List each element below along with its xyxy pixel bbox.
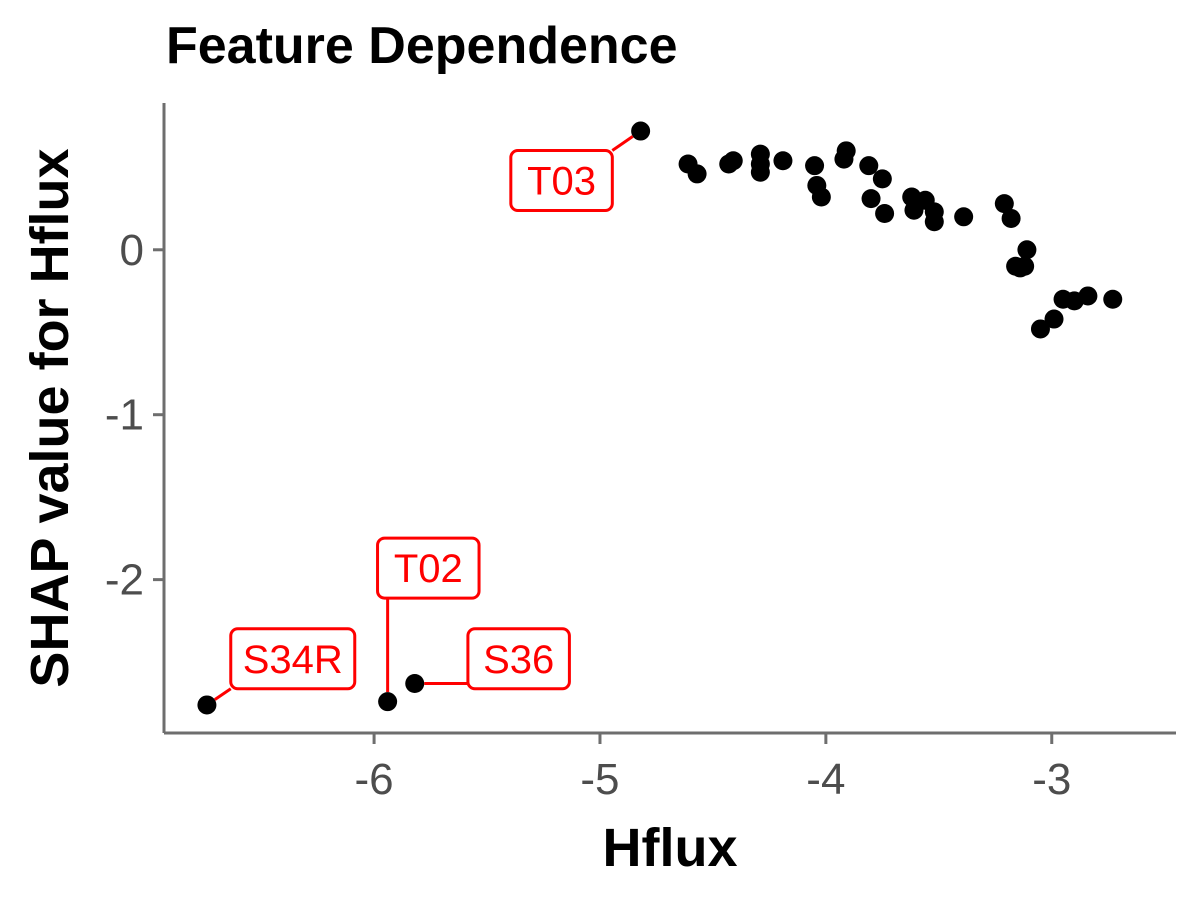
data-point — [1044, 309, 1064, 329]
data-point — [875, 203, 895, 223]
annotation-box — [509, 149, 614, 213]
x-axis-title: Hflux — [603, 818, 738, 878]
x-tick-label: -4 — [806, 755, 845, 804]
data-point — [1017, 240, 1037, 260]
y-ticks: -2 -1 0 — [105, 226, 164, 605]
data-point — [378, 692, 398, 712]
y-tick-label: -2 — [105, 556, 144, 605]
data-point — [836, 141, 856, 161]
data-point — [1078, 286, 1098, 306]
annotation-label-s34r: S34R — [229, 627, 357, 691]
y-axis-title: SHAP value for Hflux — [20, 148, 80, 687]
data-point — [1103, 289, 1123, 309]
annotation-leaders — [213, 135, 634, 701]
data-point — [861, 189, 881, 209]
annotation-text: T02 — [394, 547, 463, 591]
annotation-label-t03: T03 — [509, 149, 614, 213]
data-point — [773, 151, 793, 171]
chart-title: Feature Dependence — [166, 17, 678, 75]
axes — [162, 103, 1176, 735]
data-point — [994, 194, 1014, 214]
annotation-text: S34R — [243, 638, 343, 682]
data-point — [750, 154, 770, 174]
data-point — [954, 207, 974, 227]
x-tick-label: -6 — [355, 755, 394, 804]
y-tick-label: 0 — [120, 226, 144, 275]
annotation-box — [466, 627, 571, 691]
data-point — [859, 156, 879, 176]
data-point — [805, 156, 825, 176]
annotation-box — [229, 627, 357, 691]
data-point — [197, 695, 217, 715]
data-point — [687, 164, 707, 184]
data-point — [631, 121, 651, 141]
annotation-leader-line — [611, 135, 634, 152]
data-point — [1015, 256, 1035, 276]
data-point — [1001, 208, 1021, 228]
x-ticks: -6 -5 -4 -3 — [355, 733, 1071, 804]
x-tick-label: -3 — [1032, 755, 1071, 804]
y-tick-label: -1 — [105, 391, 144, 440]
data-point — [1030, 319, 1050, 339]
annotation-leader-line — [213, 687, 232, 701]
annotation-box — [376, 536, 481, 600]
data-point — [924, 212, 944, 232]
x-tick-label: -5 — [580, 755, 619, 804]
annotation-text: T03 — [527, 160, 596, 204]
data-point — [405, 674, 425, 694]
annotation-label-t02: T02 — [376, 536, 481, 600]
annotation-label-s36: S36 — [466, 627, 571, 691]
data-points — [197, 121, 1123, 715]
annotation-labels: T03 T02 S36 S34R — [229, 149, 614, 691]
annotation-text: S36 — [483, 638, 554, 682]
data-point — [872, 169, 892, 189]
data-point — [811, 187, 831, 207]
data-point — [723, 151, 743, 171]
